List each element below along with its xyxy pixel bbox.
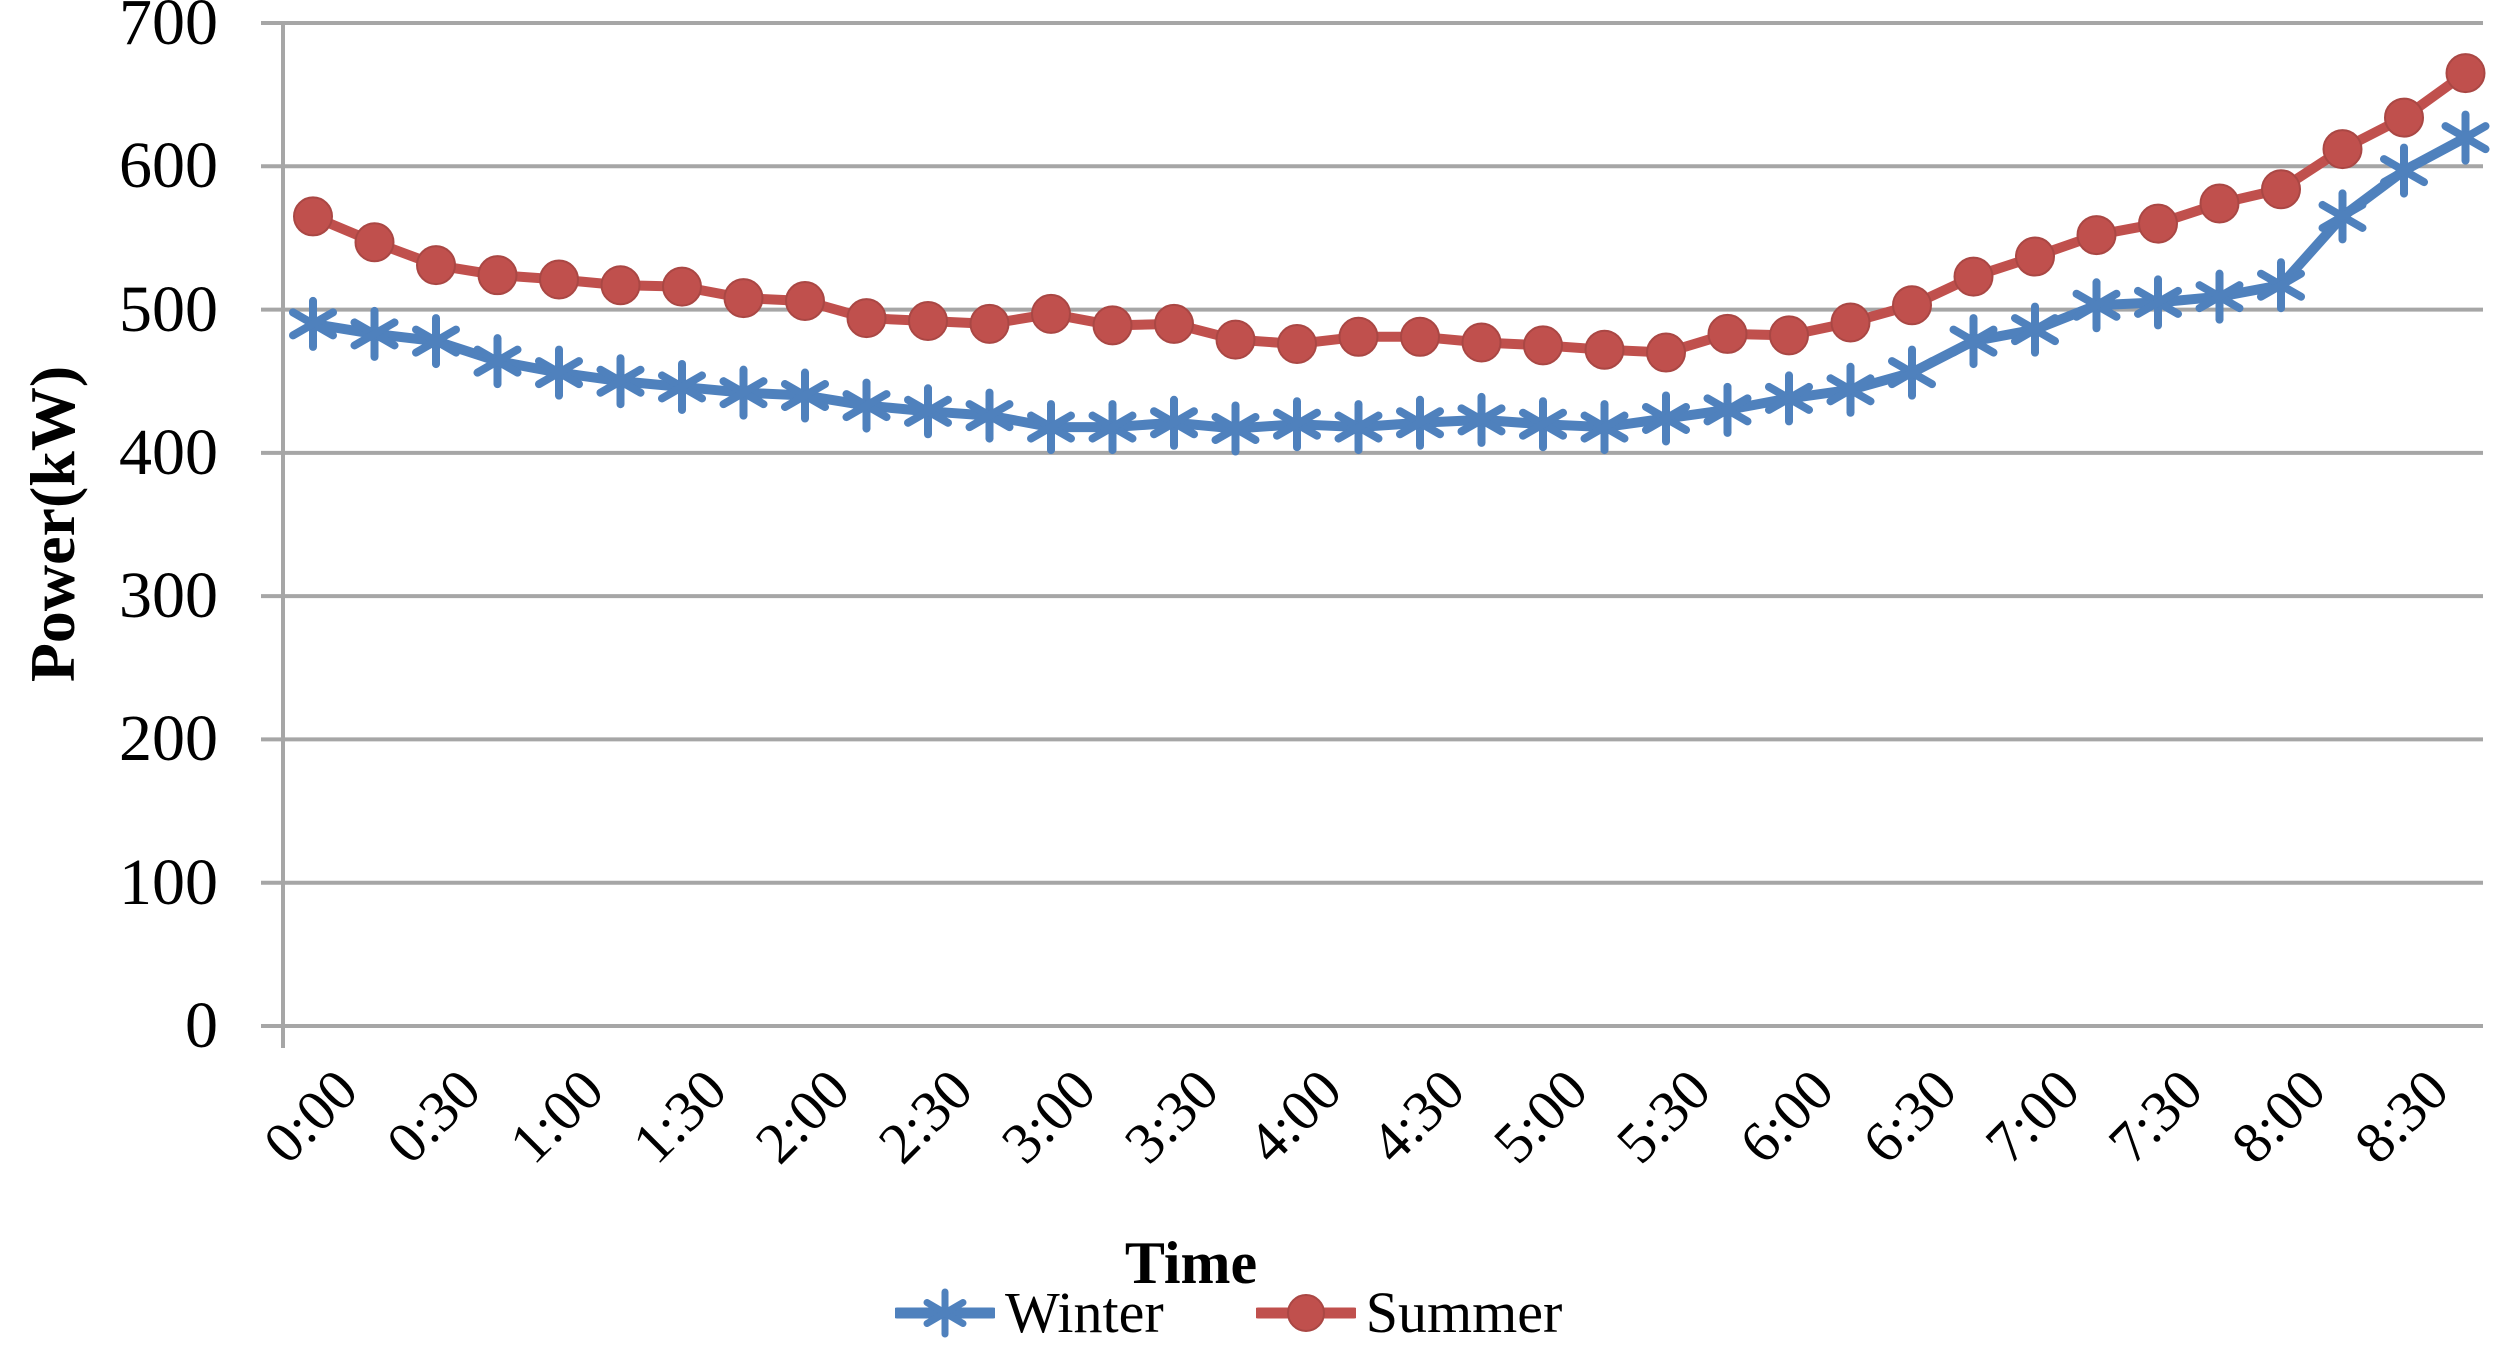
winter-marker bbox=[1273, 397, 1321, 452]
winter-marker bbox=[2072, 278, 2121, 333]
summer-marker bbox=[1830, 302, 1871, 343]
winter-marker bbox=[781, 368, 829, 423]
y-tick-label: 400 bbox=[119, 415, 218, 489]
winter-marker bbox=[719, 365, 768, 420]
summer-marker bbox=[1031, 293, 1071, 334]
y-tick-label: 0 bbox=[185, 989, 218, 1062]
winter-marker bbox=[2380, 143, 2428, 198]
summer-marker bbox=[1154, 303, 1194, 344]
summer-marker bbox=[662, 266, 702, 307]
legend-label: Summer bbox=[1365, 1280, 1563, 1345]
y-tick-label: 600 bbox=[119, 129, 218, 203]
winter-marker bbox=[596, 354, 645, 409]
legend-item-summer: Summer bbox=[1255, 1278, 1563, 1348]
y-axis-title: Power(kW) bbox=[17, 365, 88, 683]
winter-marker bbox=[412, 314, 460, 369]
summer-marker bbox=[2015, 236, 2055, 277]
winter-marker bbox=[1150, 395, 1198, 450]
legend-item-winter: Winter bbox=[895, 1278, 1164, 1348]
summer-marker bbox=[1953, 256, 1994, 297]
summer-marker bbox=[1338, 316, 1379, 357]
winter-marker bbox=[1888, 345, 1936, 400]
winter-marker bbox=[904, 384, 952, 439]
winter-marker bbox=[1027, 400, 1075, 455]
y-tick-label: 200 bbox=[119, 702, 218, 776]
winter-legend-sample bbox=[895, 1288, 995, 1338]
winter-marker bbox=[1334, 400, 1383, 455]
winter-marker bbox=[535, 345, 583, 400]
y-tick-label: 500 bbox=[119, 272, 218, 346]
winter-marker bbox=[658, 359, 706, 414]
summer-marker bbox=[1215, 319, 1256, 360]
summer-marker bbox=[1584, 329, 1625, 370]
summer-marker bbox=[477, 255, 518, 296]
summer-marker bbox=[1092, 305, 1133, 346]
summer-marker bbox=[1400, 316, 1440, 357]
winter-marker bbox=[2257, 258, 2305, 313]
summer-marker bbox=[723, 278, 764, 319]
summer-marker bbox=[846, 298, 887, 339]
summer-marker bbox=[2076, 215, 2117, 256]
summer-marker bbox=[969, 303, 1010, 344]
summer-marker bbox=[354, 222, 395, 263]
x-axis-title: Time bbox=[1124, 1230, 1258, 1296]
legend-label: Winter bbox=[1005, 1280, 1164, 1345]
winter-marker bbox=[1703, 382, 1752, 437]
gridlines bbox=[261, 21, 2483, 1028]
y-tick-label: 300 bbox=[119, 559, 218, 633]
y-tick-label: 100 bbox=[119, 845, 218, 919]
winter-marker bbox=[842, 378, 891, 433]
winter-marker bbox=[2134, 275, 2182, 330]
summer-marker bbox=[2261, 169, 2301, 210]
winter-marker bbox=[350, 306, 399, 361]
summer-marker bbox=[600, 265, 641, 306]
summer-series bbox=[293, 53, 2486, 373]
winter-marker bbox=[2195, 269, 2244, 324]
summer-marker bbox=[2384, 97, 2424, 138]
summer-marker bbox=[2445, 53, 2486, 94]
winter-marker bbox=[473, 334, 522, 389]
winter-marker bbox=[2011, 302, 2059, 357]
summer-marker bbox=[785, 280, 825, 321]
winter-marker bbox=[1211, 401, 1260, 456]
winter-marker bbox=[2441, 110, 2490, 165]
summer-marker bbox=[1277, 323, 1317, 364]
winter-marker bbox=[1765, 371, 1813, 426]
winter-marker bbox=[1826, 362, 1875, 417]
winter-marker bbox=[1519, 397, 1567, 452]
summer-marker bbox=[1523, 325, 1563, 366]
winter-marker bbox=[1088, 400, 1137, 455]
summer-marker bbox=[539, 259, 579, 300]
winter-marker bbox=[1949, 314, 1998, 369]
winter-marker bbox=[1457, 392, 1506, 447]
winter-series bbox=[289, 110, 2490, 456]
summer-marker bbox=[293, 196, 333, 237]
winter-marker bbox=[1580, 400, 1629, 455]
summer-marker bbox=[1461, 322, 1502, 363]
legend: Winter Summer bbox=[895, 1278, 1562, 1348]
winter-marker bbox=[1396, 395, 1444, 450]
summer-marker bbox=[1769, 315, 1809, 356]
summer-marker bbox=[2199, 183, 2240, 224]
winter-marker bbox=[289, 296, 337, 351]
summer-marker bbox=[1892, 285, 1932, 326]
winter-marker bbox=[2318, 189, 2367, 244]
summer-marker bbox=[2322, 129, 2363, 170]
y-tick-label: 700 bbox=[119, 0, 218, 59]
winter-marker bbox=[965, 388, 1014, 443]
summer-marker bbox=[416, 245, 456, 286]
summer-marker bbox=[2138, 203, 2178, 244]
summer-marker bbox=[908, 301, 948, 342]
summer-legend-sample bbox=[1255, 1294, 1356, 1332]
summer-marker bbox=[1646, 332, 1686, 373]
summer-marker bbox=[1707, 313, 1748, 354]
winter-marker bbox=[1642, 391, 1690, 446]
winter-series-line bbox=[308, 132, 2471, 434]
